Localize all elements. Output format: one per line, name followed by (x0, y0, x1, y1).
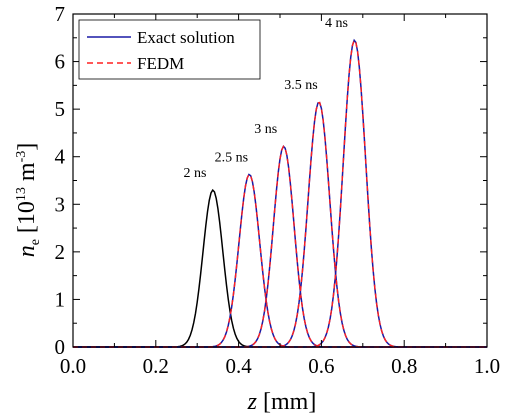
peak-labels: 2 ns 2.5 ns 3 ns 3.5 ns 4 ns (183, 16, 348, 181)
x-tick-label: 0.6 (308, 354, 334, 378)
y-tick-label: 1 (55, 287, 66, 311)
y-tick-label: 2 (55, 240, 66, 264)
y-tick-label: 7 (55, 2, 66, 26)
peak-time-label: 3 ns (254, 122, 277, 137)
fedm-curve (73, 173, 487, 348)
peak-time-label: 4 ns (325, 16, 348, 31)
x-tick-label: 0.0 (60, 354, 86, 378)
x-tick-label: 0.2 (143, 354, 169, 378)
fedm-curve (73, 145, 487, 348)
y-tick-label: 6 (55, 50, 66, 74)
y-axis-title: ne [1013 m-3] (14, 143, 43, 258)
peak-time-label: 2.5 ns (215, 150, 248, 165)
legend-fedm-label: FEDM (137, 54, 184, 73)
y-tick-label: 3 (55, 192, 66, 216)
exact-solution-curve (73, 144, 487, 348)
fedm-curve (73, 38, 487, 348)
y-tick-label: 4 (55, 145, 66, 169)
legend-exact-label: Exact solution (137, 28, 235, 47)
y-tick-label: 5 (55, 97, 66, 121)
pulse-lines (73, 38, 487, 348)
y-tick-label: 0 (55, 335, 66, 359)
peak-time-label: 3.5 ns (284, 78, 317, 93)
x-tick-label: 0.8 (391, 354, 417, 378)
x-tick-label: 1.0 (474, 354, 500, 378)
x-tick-label: 0.4 (225, 354, 252, 378)
exact-solution-curve (73, 188, 487, 348)
ticks: 0.0 0.2 0.4 0.6 0.8 1.0 0 1 2 3 4 5 6 7 (55, 2, 501, 378)
exact-solution-curve (73, 173, 487, 348)
legend: Exact solution FEDM (78, 19, 261, 80)
exact-solution-curve (73, 101, 487, 348)
peak-time-label: 2 ns (183, 166, 206, 181)
x-axis-title: z [mm] (247, 389, 317, 415)
fedm-curve (73, 101, 487, 348)
legend-box (78, 19, 261, 80)
exact-solution-curve (73, 38, 487, 348)
